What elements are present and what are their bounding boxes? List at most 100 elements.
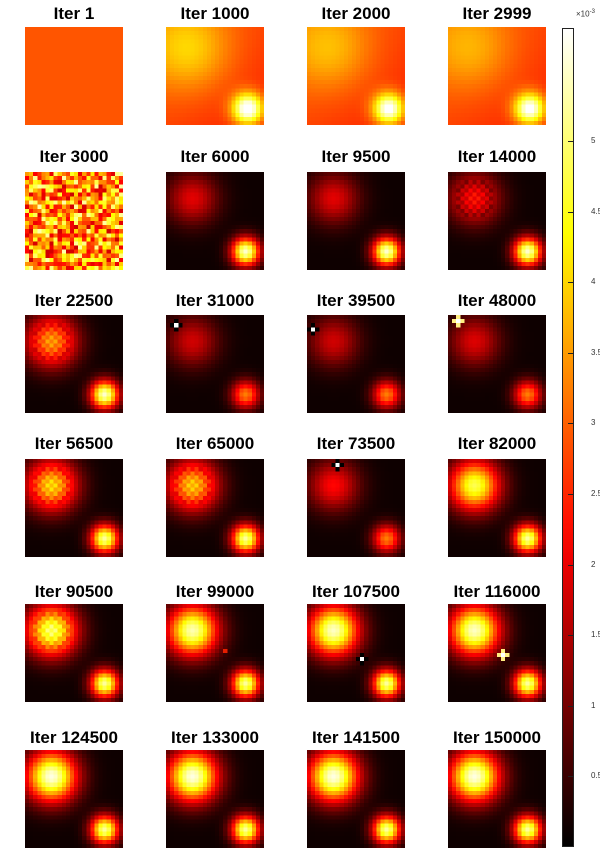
heatmap-cell <box>53 261 58 267</box>
heatmap-cell <box>106 180 112 185</box>
heatmap-cell <box>29 35 34 40</box>
heatmap-cell <box>492 225 498 230</box>
heatmap-cell <box>94 257 99 263</box>
heatmap-cell <box>102 225 107 230</box>
heatmap-cell <box>86 67 91 73</box>
heatmap-cell <box>501 184 506 189</box>
heatmap-cell <box>497 221 502 226</box>
heatmap-cell <box>106 39 112 44</box>
heatmap-cell <box>182 88 187 93</box>
heatmap-cell <box>98 112 103 118</box>
heatmap-cell <box>360 84 365 89</box>
heatmap-cell <box>57 253 63 259</box>
heatmap-cell <box>372 253 377 259</box>
heatmap-cell <box>98 261 103 267</box>
heatmap-cell <box>239 80 244 85</box>
heatmap-cell <box>372 184 377 189</box>
heatmap-cell <box>110 221 116 226</box>
heatmap-cell <box>239 200 244 205</box>
heatmap-cell <box>61 108 67 114</box>
heatmap-cell <box>464 100 469 105</box>
heatmap-cell <box>186 184 191 189</box>
heatmap-cell <box>380 120 385 125</box>
heatmap-cell <box>235 225 240 230</box>
heatmap-cell <box>235 71 240 77</box>
heatmap-cell <box>106 241 112 246</box>
heatmap-cell <box>106 208 112 214</box>
heatmap-cell <box>484 104 490 109</box>
heatmap-cell <box>202 229 208 234</box>
heatmap-cell <box>351 265 357 270</box>
heatmap-cell <box>517 67 522 73</box>
heatmap-cell <box>501 188 506 193</box>
heatmap-cell <box>61 76 67 81</box>
heatmap-cell <box>537 184 543 189</box>
heatmap-cell <box>86 265 91 270</box>
heatmap-cell <box>356 88 361 93</box>
heatmap-cell <box>223 59 228 65</box>
heatmap-cell <box>74 212 79 218</box>
heatmap-cell <box>49 347 54 353</box>
heatmap-cell <box>529 180 535 185</box>
heatmap-cell <box>114 372 120 377</box>
heatmap-cell <box>472 212 477 218</box>
heatmap-cell <box>215 172 220 177</box>
heatmap-cell <box>98 35 103 40</box>
heatmap-cell <box>255 104 261 109</box>
heatmap-cell <box>392 112 398 118</box>
heatmap-cell <box>45 221 50 226</box>
heatmap-cell <box>380 108 385 114</box>
heatmap-cell <box>255 35 261 40</box>
heatmap-cell <box>206 67 212 73</box>
heatmap-cell <box>456 96 461 101</box>
heatmap-cell <box>400 31 405 36</box>
heatmap-cell <box>106 221 112 226</box>
heatmap-cell <box>396 104 402 109</box>
heatmap-cell <box>323 55 328 60</box>
heatmap-cell <box>90 319 95 324</box>
heatmap-cell <box>513 51 518 56</box>
heatmap-cell <box>239 216 244 222</box>
heatmap-cell <box>251 104 257 109</box>
heatmap-cell <box>372 257 377 263</box>
heatmap-cell <box>78 71 83 77</box>
heatmap-cell <box>452 59 457 65</box>
heatmap-cell <box>537 249 543 254</box>
heatmap-cell <box>78 245 83 250</box>
heatmap-cell <box>464 225 469 230</box>
heatmap-cell <box>384 67 389 73</box>
heatmap-cell <box>364 172 369 177</box>
heatmap-cell <box>29 347 34 353</box>
heatmap-cell <box>53 76 58 81</box>
heatmap-cell <box>190 51 195 56</box>
heatmap-cell <box>247 116 253 122</box>
heatmap-cell <box>45 323 50 328</box>
heatmap-cell <box>33 319 38 324</box>
heatmap-cell <box>94 331 99 336</box>
heatmap-cell <box>351 241 357 246</box>
heatmap-cell <box>182 265 187 270</box>
heatmap-cell <box>45 343 50 348</box>
heatmap-cell <box>525 216 530 222</box>
heatmap-cell <box>210 31 216 36</box>
heatmap-cell <box>472 92 477 97</box>
heatmap-cell <box>351 108 357 114</box>
heatmap-cell <box>114 245 120 250</box>
heatmap-cell <box>400 225 405 230</box>
heatmap-cell <box>492 229 498 234</box>
heatmap-cell <box>166 180 171 185</box>
heatmap-cell <box>41 355 46 361</box>
heatmap-cell <box>29 241 34 246</box>
heatmap-cell <box>114 212 120 218</box>
heatmap-cell <box>198 67 204 73</box>
heatmap-cell <box>380 39 385 44</box>
heatmap-cell <box>331 92 336 97</box>
heatmap-cell <box>311 253 316 259</box>
heatmap-cell <box>110 104 116 109</box>
heatmap-cell <box>533 237 539 242</box>
heatmap-cell <box>525 245 530 250</box>
heatmap-cell <box>517 212 522 218</box>
heatmap-cell <box>37 188 42 193</box>
heatmap-cell <box>480 261 486 267</box>
heatmap-cell <box>61 343 67 348</box>
